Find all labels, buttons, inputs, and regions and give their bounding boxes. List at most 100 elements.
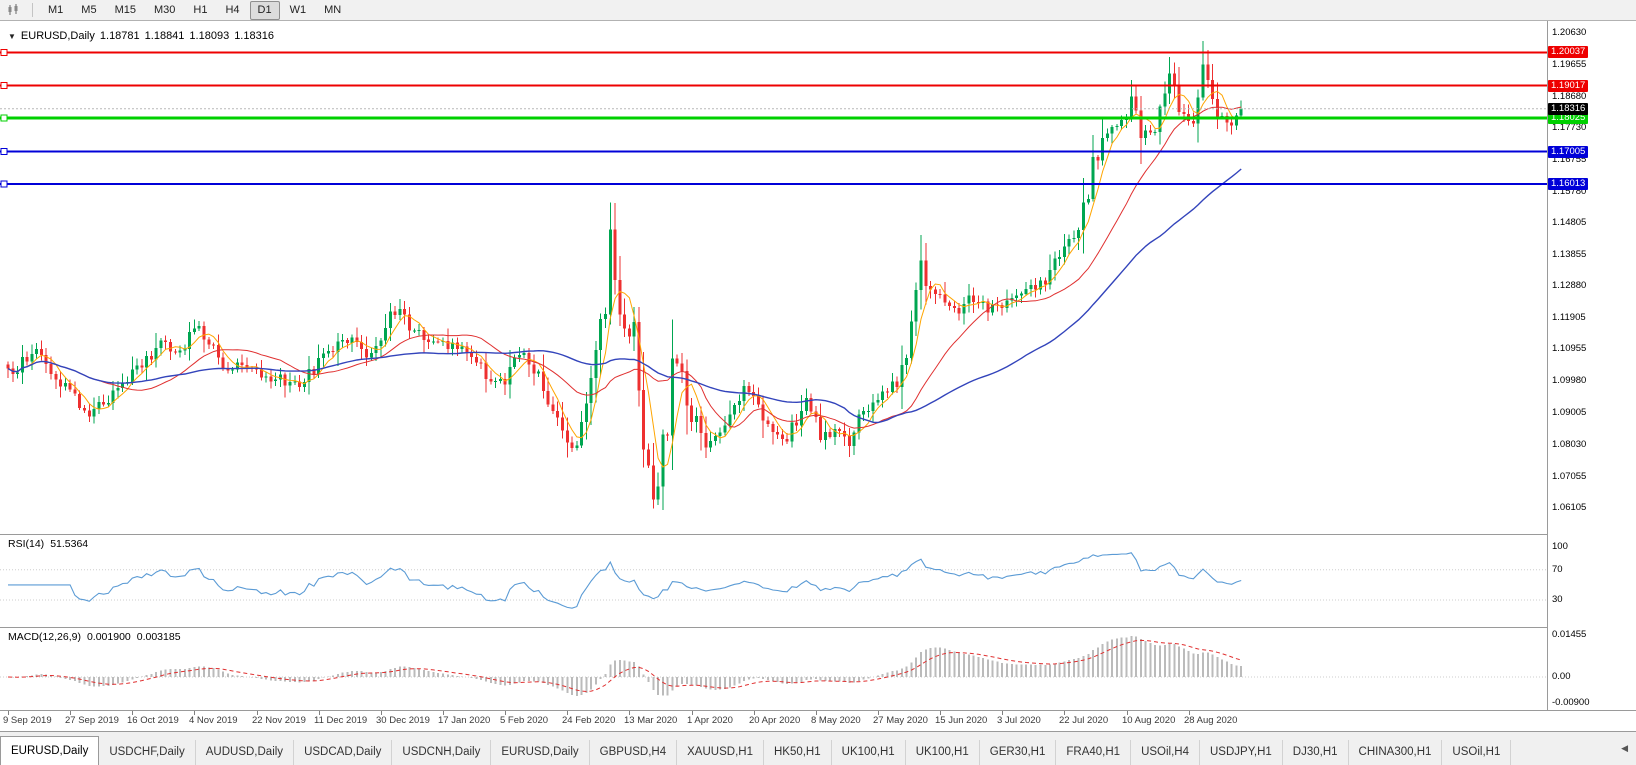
- time-axis-label: 28 Aug 2020: [1184, 715, 1238, 726]
- ohlc-close: 1.18316: [234, 30, 274, 42]
- ohlc-high: 1.18841: [144, 30, 185, 42]
- time-axis-label: 11 Dec 2019: [314, 715, 368, 726]
- current-price-tag: 1.18316: [1548, 103, 1589, 115]
- chart-tab-usdcad-daily[interactable]: USDCAD,Daily: [294, 740, 393, 765]
- time-axis-tick: [567, 711, 568, 715]
- rsi-indicator-panel[interactable]: [0, 535, 1547, 626]
- time-axis-label: 4 Nov 2019: [189, 715, 238, 726]
- price-axis-label: 1.07055: [1552, 471, 1587, 482]
- time-axis-label: 17 Jan 2020: [438, 715, 491, 726]
- chart-tab-xauusd-h1[interactable]: XAUUSD,H1: [677, 740, 764, 765]
- time-axis-tick: [878, 711, 879, 715]
- ohlc-open: 1.18781: [99, 30, 140, 42]
- chart-tab-uk100-h1[interactable]: UK100,H1: [906, 740, 980, 765]
- price-axis-label: 1.12880: [1552, 280, 1587, 291]
- toolbar-separator: [32, 3, 33, 17]
- chart-tabs-list: EURUSD,Daily USDCHF,Daily AUDUSD,Daily USDC…: [0, 732, 1613, 765]
- time-axis-tick: [505, 711, 506, 715]
- ohlc-low: 1.18093: [189, 30, 230, 42]
- timeframe-button-m1[interactable]: M1: [48, 3, 64, 16]
- chart-tab-audusd-daily[interactable]: AUDUSD,Daily: [196, 740, 295, 765]
- time-axis-label: 24 Feb 2020: [562, 715, 616, 726]
- chart-tab-hk50-h1[interactable]: HK50,H1: [764, 740, 832, 765]
- timeframe-button-w1[interactable]: W1: [289, 3, 307, 16]
- time-axis-label: 10 Aug 2020: [1122, 715, 1176, 726]
- collapse-arrow-icon[interactable]: ▼: [8, 31, 16, 41]
- timeframe-button-m30[interactable]: M30: [153, 3, 176, 16]
- chart-tab-dj30-h1[interactable]: DJ30,H1: [1283, 740, 1349, 765]
- time-axis-tick: [629, 711, 630, 715]
- time-axis-label: 15 Jun 2020: [935, 715, 988, 726]
- price-axis-label: 1.09980: [1552, 375, 1587, 386]
- chart-tab-fra40-h1[interactable]: FRA40,H1: [1056, 740, 1132, 765]
- timeframe-button-mn[interactable]: MN: [324, 3, 342, 16]
- timeframe-button-h4[interactable]: H4: [225, 3, 240, 16]
- chart-tab-usoil-h1[interactable]: USOil,H1: [1442, 740, 1512, 765]
- rsi-axis-label: 70: [1552, 563, 1563, 575]
- time-axis[interactable]: 9 Sep 2019 27 Sep 2019 16 Oct 2019 4 Nov 20…: [0, 711, 1547, 731]
- time-axis-tick: [1189, 711, 1190, 715]
- tab-scroll-left-button[interactable]: ◀: [1621, 743, 1628, 753]
- timeframe-button-m15[interactable]: M15: [114, 3, 136, 16]
- rsi-indicator-label: RSI(14) 51.5364: [8, 538, 88, 550]
- rsi-axis-label: 100: [1552, 541, 1568, 552]
- timeframe-buttons-group: M1 M5 M15 M30 H1 H4 D1 W1 MN: [39, 0, 350, 20]
- time-axis-label: 13 Mar 2020: [624, 715, 678, 726]
- chart-tab-usdcnh-daily[interactable]: USDCNH,Daily: [392, 740, 492, 765]
- time-axis-label: 5 Feb 2020: [500, 715, 549, 726]
- time-axis-label: 9 Sep 2019: [3, 715, 52, 726]
- time-axis-label: 27 Sep 2019: [65, 715, 119, 726]
- hline-price-tag: 1.20037: [1548, 46, 1589, 58]
- time-axis-label: 22 Nov 2019: [252, 715, 306, 726]
- time-axis-tick: [70, 711, 71, 715]
- hline-price-tag: 1.19017: [1548, 80, 1589, 92]
- price-axis-label: 1.09005: [1552, 407, 1587, 418]
- price-axis[interactable]: 1.20630 1.19655 1.18680 1.17730 1.16755 1.157…: [1548, 21, 1636, 710]
- macd-main-value: 0.001900: [86, 631, 131, 643]
- macd-histogram: [11, 636, 1243, 697]
- price-axis-label: 1.20630: [1552, 27, 1587, 38]
- rsi-value: 51.5364: [50, 538, 89, 550]
- panel-separator[interactable]: [0, 627, 1636, 628]
- chart-tab-usoil-h4[interactable]: USOil,H4: [1131, 740, 1200, 765]
- price-axis-label: 1.08030: [1552, 439, 1587, 450]
- chart-tab-uk100-h1[interactable]: UK100,H1: [832, 740, 906, 765]
- horizontal-lines-group: [0, 48, 1547, 188]
- chart-tab-usdchf-daily[interactable]: USDCHF,Daily: [99, 740, 196, 765]
- time-axis-label: 30 Dec 2019: [376, 715, 430, 726]
- panel-separator[interactable]: [0, 534, 1636, 535]
- price-axis-label: 1.16755: [1552, 154, 1587, 165]
- macd-axis-label: 0.01455: [1552, 629, 1587, 640]
- main-price-chart[interactable]: [0, 21, 1547, 534]
- time-axis-tick: [319, 711, 320, 715]
- candles-group: [6, 40, 1243, 511]
- chart-tab-usdjpy-h1[interactable]: USDJPY,H1: [1200, 740, 1283, 765]
- macd-indicator-label: MACD(12,26,9) 0.001900 0.003185: [8, 631, 181, 643]
- rsi-name: RSI(14): [8, 538, 45, 550]
- chart-tab-ger30-h1[interactable]: GER30,H1: [980, 740, 1057, 765]
- price-axis-label: 1.14805: [1552, 217, 1587, 228]
- time-axis-tick: [816, 711, 817, 715]
- timeframe-button-m5[interactable]: M5: [81, 3, 97, 16]
- chart-tab-eurusd-daily[interactable]: EURUSD,Daily: [0, 736, 100, 765]
- macd-indicator-panel[interactable]: [0, 628, 1547, 709]
- hline-price-tag: 1.16013: [1548, 178, 1589, 190]
- timeframe-button-h1[interactable]: H1: [193, 3, 208, 16]
- chart-tabs-bar: EURUSD,Daily USDCHF,Daily AUDUSD,Daily USDC…: [0, 731, 1636, 765]
- time-axis-tick: [754, 711, 755, 715]
- time-axis-label: 16 Oct 2019: [127, 715, 179, 726]
- chart-tab-gbpusd-h4[interactable]: GBPUSD,H4: [590, 740, 678, 765]
- time-axis-tick: [132, 711, 133, 715]
- chart-symbol-label: EURUSD,Daily: [20, 30, 95, 42]
- timeframe-toolbar: M1 M5 M15 M30 H1 H4 D1 W1 MN: [0, 0, 1636, 21]
- time-axis-tick: [194, 711, 195, 715]
- time-axis-tick: [257, 711, 258, 715]
- macd-axis-label: 0.00: [1552, 671, 1571, 682]
- time-axis-tick: [940, 711, 941, 715]
- chart-tab-china300-h1[interactable]: CHINA300,H1: [1349, 740, 1443, 765]
- time-axis-tick: [8, 711, 9, 715]
- timeframe-button-d1[interactable]: D1: [249, 0, 280, 20]
- chart-icon[interactable]: [7, 3, 23, 17]
- chart-tab-eurusd-daily[interactable]: EURUSD,Daily: [491, 740, 590, 765]
